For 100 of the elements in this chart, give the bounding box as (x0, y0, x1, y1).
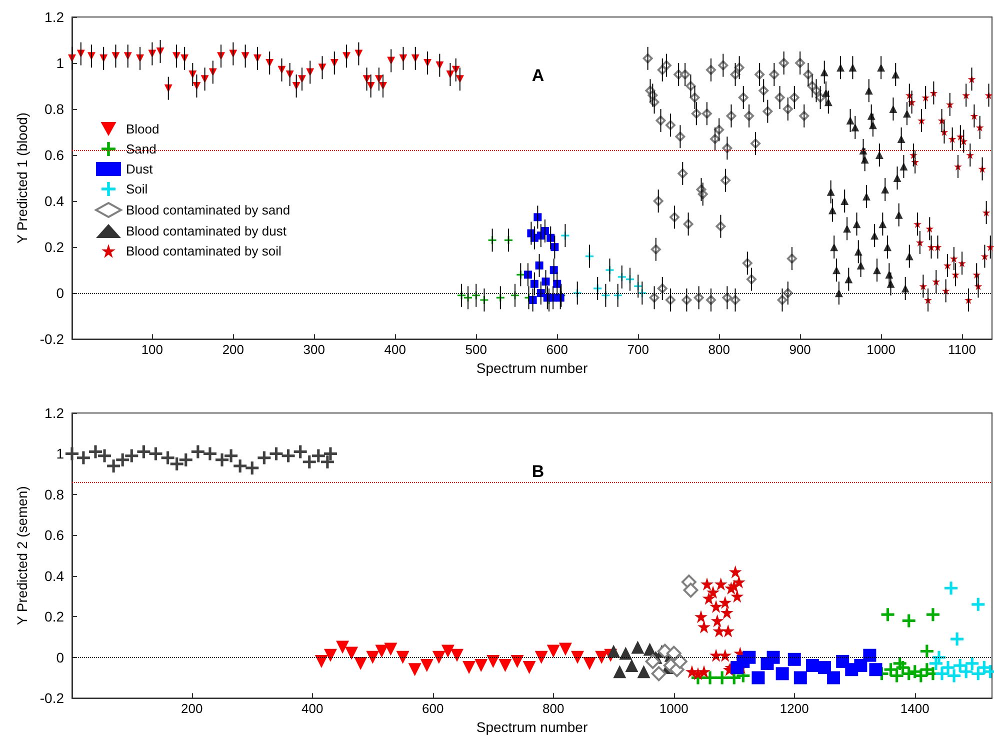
point (375, 644, 388, 658)
point (88, 445, 102, 458)
point (384, 642, 398, 656)
point (666, 646, 682, 661)
x-tick-label: 600 (422, 701, 444, 716)
point (366, 650, 380, 664)
point (607, 644, 620, 658)
point (270, 447, 283, 460)
point (583, 656, 596, 670)
point (396, 650, 410, 664)
point (972, 598, 985, 611)
point (336, 640, 350, 654)
point (869, 663, 882, 676)
point (722, 624, 735, 638)
y-axis-title: Y Predicted 1 (blood) (14, 112, 30, 244)
point (498, 659, 512, 672)
point (920, 644, 934, 658)
point (950, 632, 964, 646)
legend-label: Blood contaminated by soil (126, 244, 282, 258)
point (730, 590, 744, 603)
point (432, 650, 446, 664)
point (863, 648, 876, 662)
y-tick-label: 0.2 (44, 239, 64, 256)
point (704, 671, 717, 684)
point (766, 650, 780, 664)
point (818, 661, 832, 674)
x-tick-label: 1400 (900, 701, 930, 716)
y-tick-label: 0.8 (44, 101, 64, 118)
point (137, 445, 150, 458)
point (534, 650, 548, 664)
point (408, 663, 422, 676)
legend-label: Blood contaminated by dust (126, 224, 287, 238)
point (191, 445, 204, 458)
point (926, 608, 940, 622)
x-tick-label: 600 (546, 342, 568, 358)
legend-label: Blood contaminated by sand (126, 202, 290, 218)
point (324, 648, 337, 662)
point (312, 449, 325, 462)
point (234, 459, 247, 472)
text: A (532, 66, 544, 85)
point (66, 447, 78, 460)
y-tick-label: 0.4 (44, 568, 64, 584)
point (224, 449, 238, 462)
y-tick-label: 0.6 (44, 147, 64, 164)
point (893, 656, 906, 670)
point (683, 582, 698, 598)
point (179, 453, 192, 466)
point (625, 659, 638, 672)
point (672, 654, 688, 669)
point (345, 646, 358, 660)
point (76, 451, 90, 464)
point (706, 586, 720, 599)
x-axis-title: Spectrum number (476, 360, 588, 376)
point (944, 582, 958, 595)
point (510, 654, 524, 668)
point (948, 669, 961, 682)
point (966, 656, 979, 670)
point (700, 578, 714, 591)
point (324, 447, 337, 460)
point (728, 565, 742, 578)
y-tick-label: 1 (56, 55, 64, 72)
x-tick-label: 1000 (659, 701, 688, 716)
point (794, 671, 807, 684)
point (441, 644, 454, 658)
x-tick-label: 800 (542, 701, 564, 716)
x-tick-label: 100 (141, 342, 164, 358)
point (827, 671, 840, 684)
point (732, 576, 746, 589)
point (558, 642, 572, 656)
point (258, 451, 271, 464)
point (716, 671, 729, 684)
point (613, 665, 626, 678)
point (942, 661, 955, 674)
point (718, 648, 732, 662)
y-tick-label: -0.2 (40, 331, 64, 348)
point (116, 453, 130, 466)
y-tick-label: -0.2 (40, 690, 64, 706)
point (314, 654, 328, 668)
point (420, 659, 434, 672)
point (474, 659, 488, 672)
point (203, 447, 216, 460)
point (890, 669, 904, 682)
y-tick-label: 0 (56, 285, 64, 302)
x-tick-label: 400 (384, 342, 406, 358)
point (161, 451, 174, 464)
point (702, 592, 716, 605)
point (486, 654, 500, 668)
x-tick-label: 1200 (780, 701, 809, 716)
y-tick-label: 1 (56, 446, 64, 462)
point (246, 461, 259, 474)
point (776, 667, 789, 680)
y-axis-title: Y Predicted 2 (semen) (14, 486, 30, 626)
y-tick-label: 0.2 (44, 608, 64, 625)
point (698, 665, 711, 678)
point (302, 455, 316, 468)
point (714, 578, 728, 591)
point (282, 449, 295, 462)
point (645, 654, 660, 669)
x-axis-title: Spectrum number (476, 719, 588, 735)
point (902, 614, 916, 628)
